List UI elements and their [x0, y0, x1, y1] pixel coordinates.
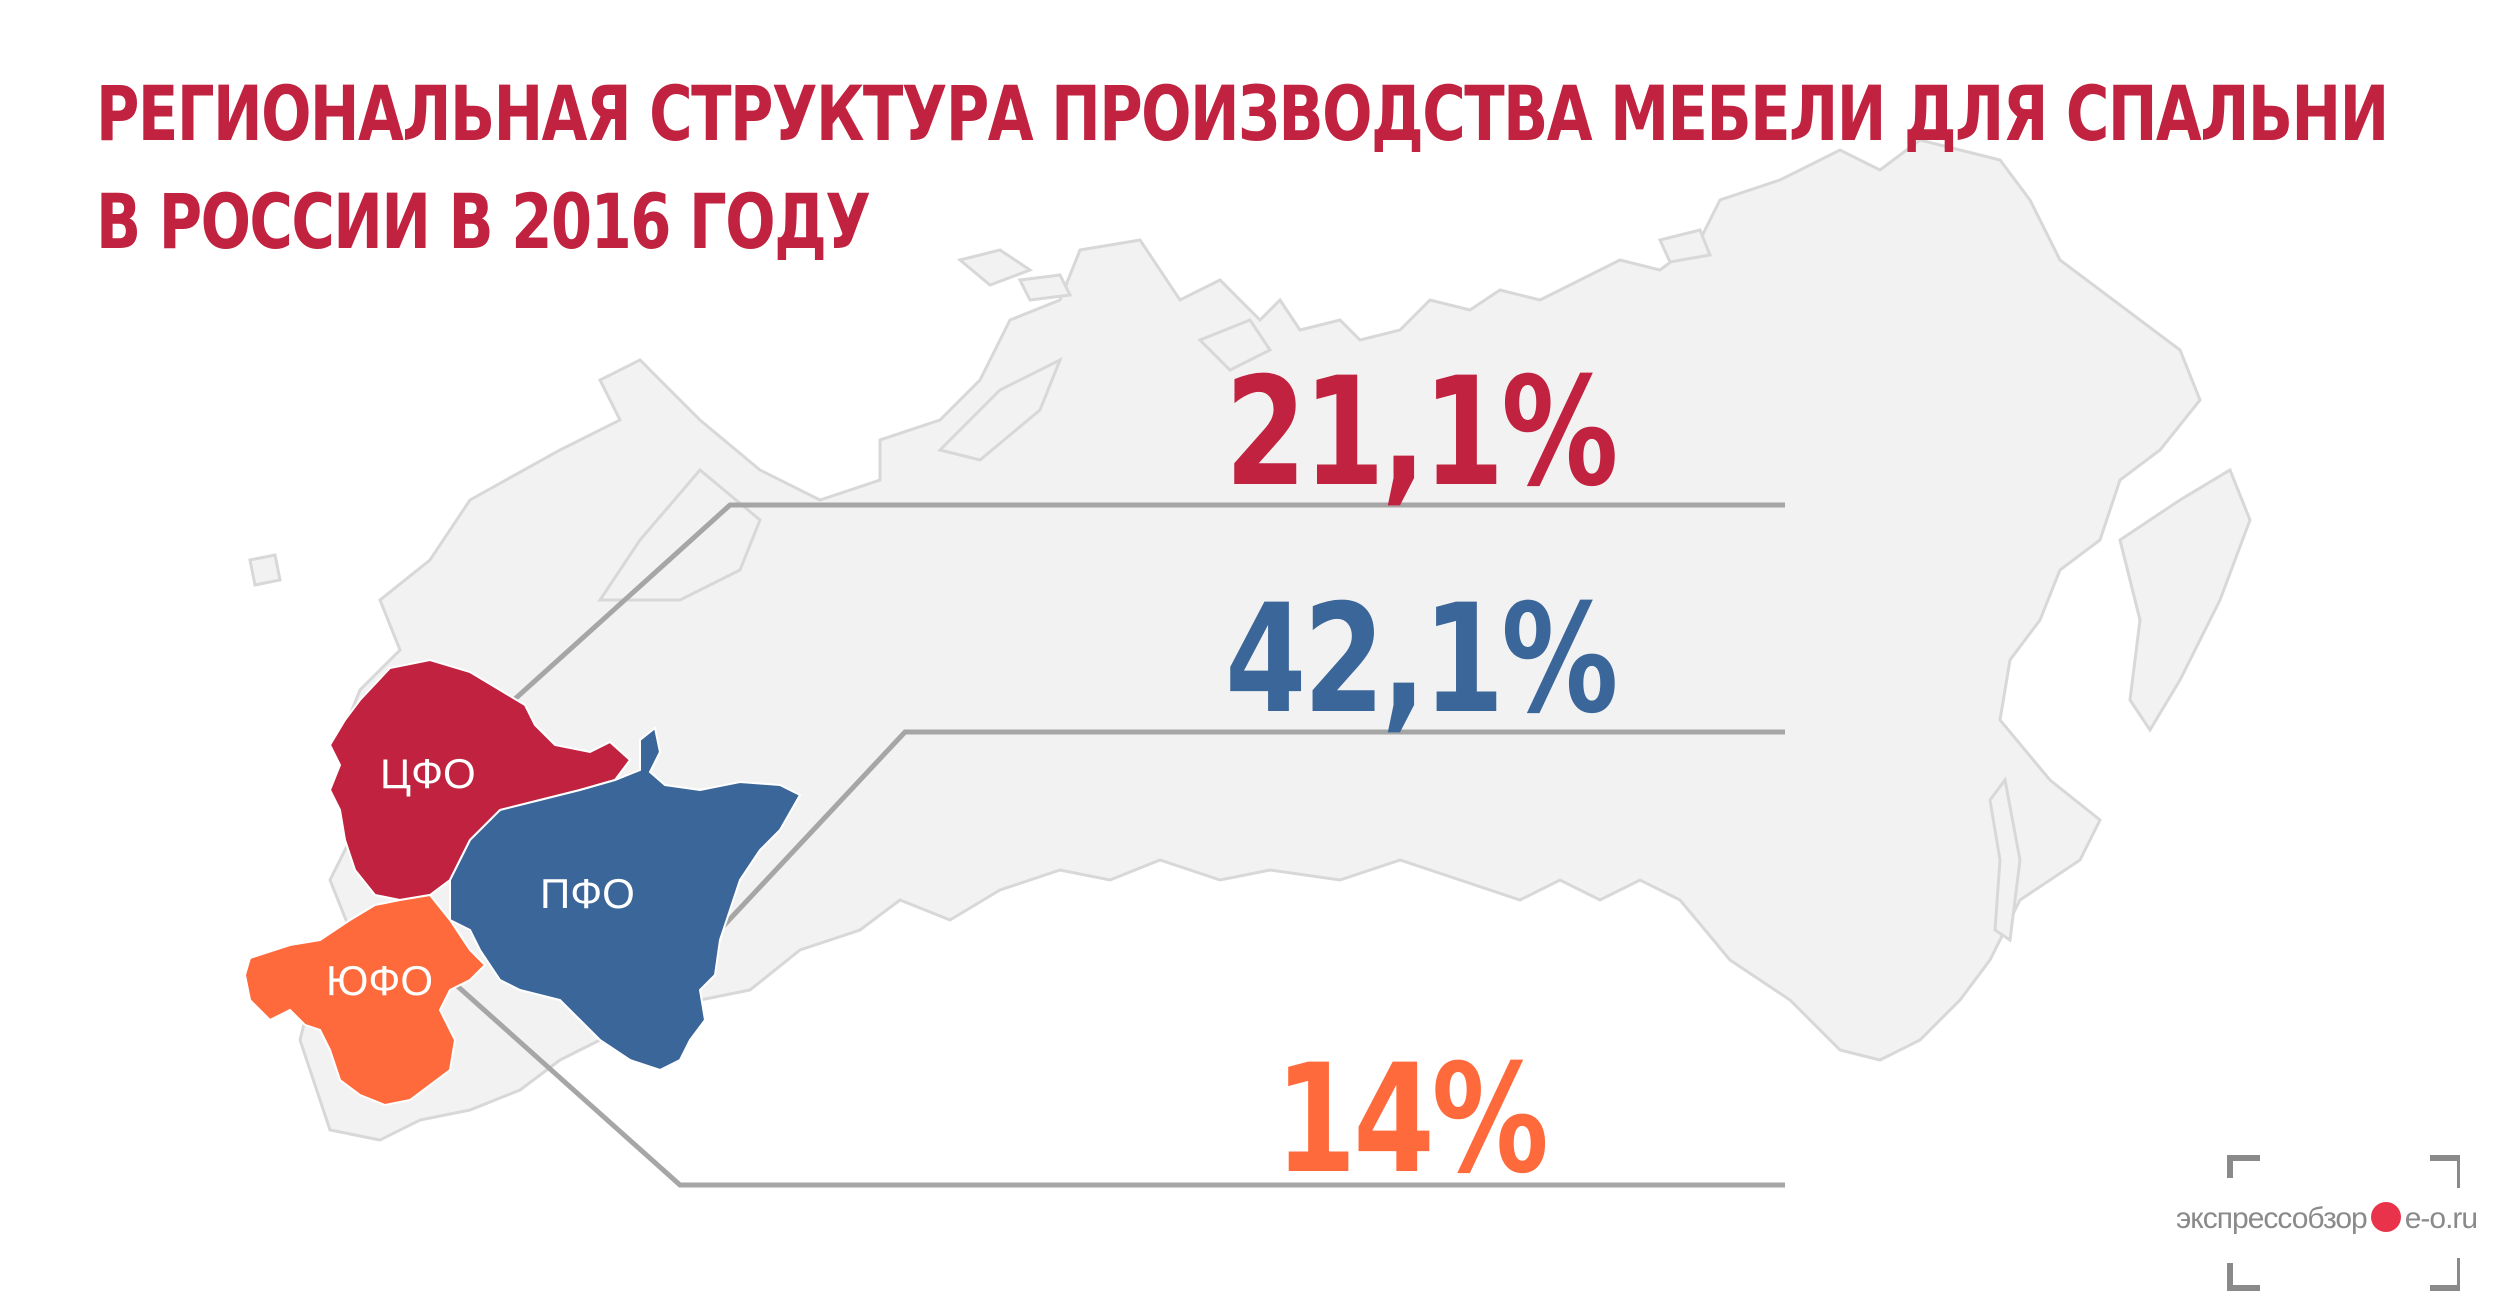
russia-silhouette: [298, 138, 2202, 1142]
leader-line-yufo: [443, 973, 1785, 1188]
region-label-pfo: ПФО: [540, 870, 635, 917]
region-label-cfo: ЦФО: [380, 750, 476, 797]
watermark-part-1: экспресс: [2176, 1202, 2293, 1235]
watermark-frame: [2227, 1155, 2460, 1291]
title-line-1: РЕГИОНАЛЬНАЯ СТРУКТУРА ПРОИЗВОДСТВА МЕБЕ…: [96, 69, 2389, 158]
watermark-part-2: обзор: [2291, 1202, 2368, 1235]
value-cfo: 21,1%: [1225, 346, 1618, 520]
region-pfo[interactable]: [449, 726, 802, 1072]
arctic-islands: [956, 228, 1713, 372]
kamchatka-silhouette: [2118, 467, 2252, 733]
watermark-dot: [2370, 1202, 2401, 1232]
value-pfo: 42,1%: [1225, 573, 1618, 747]
watermark-text: экспрессобзор е-о.ru: [2176, 1202, 2478, 1236]
leader-line-pfo: [713, 729, 1785, 937]
region-label-yufo: ЮФО: [326, 957, 433, 1004]
kola-silhouette: [597, 467, 762, 602]
sakhalin-silhouette: [1988, 776, 2022, 943]
page-title: РЕГИОНАЛЬНАЯ СТРУКТУРА ПРОИЗВОДСТВА МЕБЕ…: [96, 60, 2389, 276]
leader-line-cfo: [503, 502, 1785, 710]
region-yufo[interactable]: [243, 893, 487, 1107]
value-yufo: 14%: [1275, 1033, 1549, 1207]
novaya-zemlya-silhouette: [937, 356, 1063, 462]
watermark-part-3: е-о.ru: [2404, 1202, 2478, 1235]
kaliningrad-silhouette: [248, 553, 282, 587]
title-line-2: В РОССИИ В 2016 ГОДУ: [96, 177, 871, 266]
